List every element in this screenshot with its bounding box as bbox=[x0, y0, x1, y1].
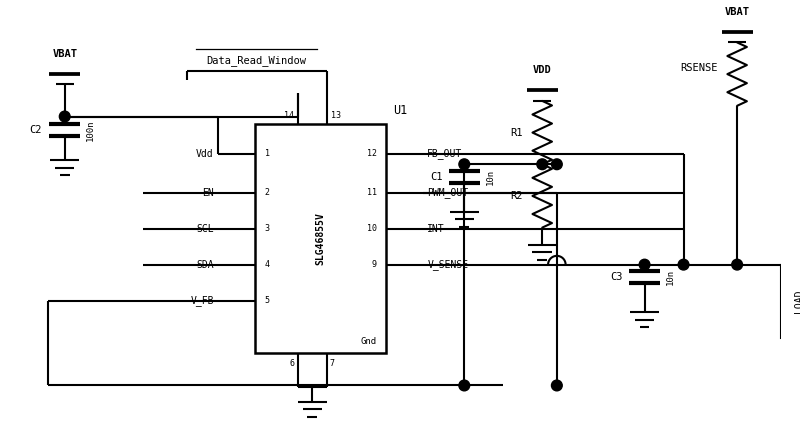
Text: C3: C3 bbox=[610, 272, 623, 282]
FancyBboxPatch shape bbox=[781, 265, 800, 338]
Circle shape bbox=[459, 159, 470, 170]
Circle shape bbox=[732, 259, 742, 270]
Text: Vdd: Vdd bbox=[196, 149, 214, 158]
Text: 10n: 10n bbox=[666, 269, 675, 285]
Circle shape bbox=[551, 159, 562, 170]
Text: FB_OUT: FB_OUT bbox=[427, 148, 462, 159]
Text: LOAD: LOAD bbox=[794, 289, 800, 313]
Text: 9: 9 bbox=[371, 260, 377, 269]
Text: 12: 12 bbox=[366, 149, 377, 158]
Text: 4: 4 bbox=[265, 260, 270, 269]
Text: EN: EN bbox=[202, 187, 214, 198]
Text: C1: C1 bbox=[430, 172, 443, 182]
Text: V_SENSE: V_SENSE bbox=[427, 259, 468, 270]
FancyBboxPatch shape bbox=[254, 124, 386, 353]
Text: 6: 6 bbox=[290, 359, 294, 368]
Text: 2: 2 bbox=[265, 188, 270, 197]
Text: 10: 10 bbox=[366, 224, 377, 233]
Text: VBAT: VBAT bbox=[52, 49, 78, 59]
Circle shape bbox=[794, 259, 800, 270]
Text: VDD: VDD bbox=[533, 64, 552, 75]
Text: V_FB: V_FB bbox=[190, 295, 214, 306]
Circle shape bbox=[639, 259, 650, 270]
Text: VBAT: VBAT bbox=[725, 7, 750, 17]
Text: 10n: 10n bbox=[486, 169, 494, 185]
Text: RSENSE: RSENSE bbox=[680, 63, 718, 73]
Text: 3: 3 bbox=[265, 224, 270, 233]
Text: R2: R2 bbox=[510, 191, 522, 201]
Text: 11: 11 bbox=[366, 188, 377, 197]
Text: PWM_OUT: PWM_OUT bbox=[427, 187, 468, 198]
Text: SLG46855V: SLG46855V bbox=[315, 213, 326, 265]
Circle shape bbox=[551, 380, 562, 391]
Text: 13: 13 bbox=[330, 112, 341, 120]
Text: 14: 14 bbox=[284, 112, 294, 120]
Text: INT: INT bbox=[427, 224, 445, 234]
Text: U1: U1 bbox=[393, 104, 407, 116]
Text: SCL: SCL bbox=[196, 224, 214, 234]
Text: Data_Read_Window: Data_Read_Window bbox=[206, 55, 306, 66]
Text: R1: R1 bbox=[510, 127, 522, 138]
Text: 5: 5 bbox=[265, 296, 270, 305]
Text: C2: C2 bbox=[29, 125, 42, 135]
Text: 100n: 100n bbox=[86, 120, 95, 141]
Text: SDA: SDA bbox=[196, 260, 214, 269]
Circle shape bbox=[537, 159, 547, 170]
Text: Gnd: Gnd bbox=[361, 337, 377, 347]
Text: 1: 1 bbox=[265, 149, 270, 158]
Text: 7: 7 bbox=[330, 359, 334, 368]
Circle shape bbox=[459, 380, 470, 391]
Circle shape bbox=[59, 111, 70, 122]
Circle shape bbox=[678, 259, 689, 270]
